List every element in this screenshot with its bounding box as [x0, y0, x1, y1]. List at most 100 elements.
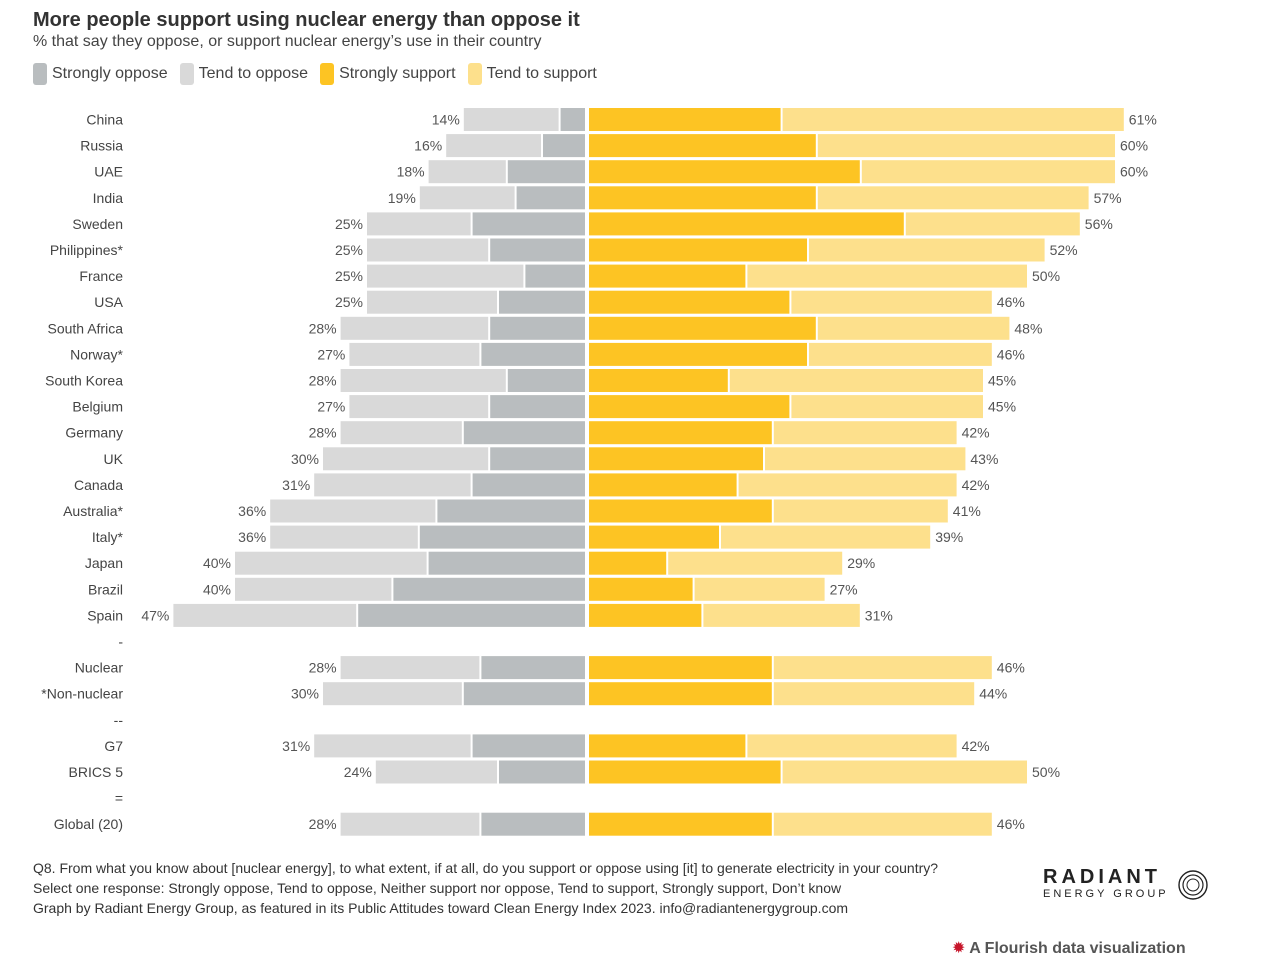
oppose-total-label-japan: 40% — [203, 555, 231, 571]
category-label-philippines: Philippines* — [50, 242, 124, 258]
bar-strongly-support-italy — [589, 525, 719, 549]
category-label-usa: USA — [94, 294, 123, 310]
bar-tend-to-oppose-nuclear — [340, 656, 480, 680]
logo-subtitle: ENERGY GROUP — [1043, 888, 1169, 900]
flourish-credit[interactable]: ✹ A Flourish data visualization — [952, 938, 1186, 958]
bar-strongly-oppose-australia — [437, 499, 585, 523]
bar-strongly-oppose-france — [525, 264, 585, 288]
category-label-nuclear: Nuclear — [75, 660, 124, 676]
bar-strongly-support-germany — [589, 421, 772, 445]
bar-tend-to-oppose-usa — [367, 290, 497, 314]
bar-tend-to-support-australia — [773, 499, 948, 523]
bar-strongly-support-spain — [589, 603, 702, 627]
legend-item-tend-to-support[interactable]: Tend to support — [467, 63, 597, 85]
bar-tend-to-support-south-africa — [817, 316, 1010, 340]
support-total-label-italy: 39% — [935, 529, 963, 545]
legend-label: Tend to oppose — [198, 65, 309, 82]
bar-tend-to-oppose-uae — [428, 160, 506, 184]
bar-strongly-oppose-italy — [419, 525, 585, 549]
bar-strongly-oppose-canada — [472, 473, 585, 497]
support-total-label-brics-5: 50% — [1032, 764, 1060, 780]
support-total-label-nuclear: 46% — [997, 660, 1025, 676]
oppose-total-label-usa: 25% — [335, 294, 363, 310]
support-total-label-japan: 29% — [847, 555, 875, 571]
support-total-label-norway: 46% — [997, 346, 1025, 362]
bar-tend-to-support-global-20 — [773, 812, 992, 836]
category-label-uae: UAE — [94, 164, 123, 180]
category-label-brics-5: BRICS 5 — [69, 764, 124, 780]
oppose-total-label-brazil: 40% — [203, 581, 231, 597]
oppose-total-label-germany: 28% — [309, 425, 337, 441]
bar-strongly-oppose-uae — [507, 160, 585, 184]
category-label-italy: Italy* — [92, 529, 124, 545]
bar-tend-to-oppose-russia — [446, 134, 541, 158]
support-total-label-belgium: 45% — [988, 399, 1016, 415]
bar-tend-to-oppose-norway — [349, 342, 480, 366]
bar-strongly-support-global-20 — [589, 812, 772, 836]
legend-item-strongly-oppose[interactable]: Strongly oppose — [33, 63, 168, 85]
bar-strongly-support-philippines — [589, 238, 807, 262]
bar-strongly-oppose-philippines — [490, 238, 585, 262]
bar-strongly-support-nuclear — [589, 656, 772, 680]
bar-tend-to-support-belgium — [791, 395, 983, 419]
bar-strongly-oppose-belgium — [490, 395, 585, 419]
bar-tend-to-support-france — [747, 264, 1027, 288]
bar-tend-to-oppose-south-africa — [340, 316, 489, 340]
bar-strongly-oppose-germany — [463, 421, 585, 445]
bar-tend-to-oppose-philippines — [367, 238, 489, 262]
bar-strongly-oppose-brazil — [393, 577, 585, 601]
bar-strongly-oppose-non-nuclear — [463, 682, 585, 706]
footnote: Q8. From what you know about [nuclear en… — [33, 858, 938, 918]
support-total-label-canada: 42% — [962, 477, 990, 493]
bar-strongly-support-brics-5 — [589, 760, 781, 784]
bar-strongly-support-belgium — [589, 395, 790, 419]
oppose-total-label-south-korea: 28% — [309, 373, 337, 389]
bar-strongly-oppose-norway — [481, 342, 585, 366]
bar-tend-to-support-japan — [668, 551, 843, 575]
oppose-total-label-italy: 36% — [238, 529, 266, 545]
legend-item-strongly-support[interactable]: Strongly support — [320, 63, 456, 85]
category-label-india: India — [93, 190, 124, 206]
legend-swatch — [467, 63, 482, 85]
bar-strongly-support-uae — [589, 160, 860, 184]
bar-strongly-oppose-spain — [358, 603, 585, 627]
bar-tend-to-oppose-australia — [270, 499, 436, 523]
bar-strongly-oppose-nuclear — [481, 656, 585, 680]
oppose-total-label-china: 14% — [432, 112, 460, 128]
oppose-total-label-belgium: 27% — [317, 399, 345, 415]
bar-strongly-oppose-india — [516, 186, 585, 210]
support-total-label-global-20: 46% — [997, 816, 1025, 832]
flourish-credit-text: A Flourish data visualization — [969, 940, 1186, 957]
support-total-label-g7: 42% — [962, 738, 990, 754]
bar-tend-to-oppose-china — [463, 108, 559, 131]
legend-item-tend-to-oppose[interactable]: Tend to oppose — [179, 63, 309, 85]
bar-strongly-oppose-south-africa — [490, 316, 585, 340]
diverging-bar-chart: China 14% 61% Russia 16% 60% UAE 18% 60% India 19%… — [41, 108, 1157, 836]
category-label-separator: = — [115, 790, 123, 806]
support-total-label-sweden: 56% — [1085, 216, 1113, 232]
category-label-separator: -- — [114, 712, 124, 728]
flourish-star-icon: ✹ — [952, 940, 966, 957]
legend: Strongly oppose Tend to oppose Strongly … — [33, 63, 597, 85]
oppose-total-label-russia: 16% — [414, 138, 442, 154]
category-label-non-nuclear: *Non-nuclear — [41, 686, 123, 702]
category-label-g7: G7 — [104, 738, 123, 754]
category-label-separator: - — [118, 634, 123, 650]
logo-name: RADIANT — [1043, 866, 1161, 888]
bar-strongly-oppose-south-korea — [507, 369, 585, 392]
bar-strongly-support-usa — [589, 290, 790, 314]
support-total-label-russia: 60% — [1120, 138, 1148, 154]
oppose-total-label-canada: 31% — [282, 477, 310, 493]
bar-tend-to-oppose-non-nuclear — [323, 682, 462, 706]
bar-strongly-support-norway — [589, 342, 807, 366]
radiant-logo: RADIANT ENERGY GROUP — [1043, 866, 1218, 906]
bar-tend-to-oppose-germany — [340, 421, 462, 445]
category-label-france: France — [79, 268, 123, 284]
footnote-responses: Select one response: Strongly oppose, Te… — [33, 880, 842, 896]
oppose-total-label-g7: 31% — [282, 738, 310, 754]
bar-tend-to-oppose-south-korea — [340, 369, 506, 392]
bar-tend-to-support-g7 — [747, 734, 957, 758]
chart-subtitle: % that say they oppose, or support nucle… — [33, 33, 542, 50]
bar-tend-to-oppose-brics-5 — [375, 760, 497, 784]
bar-tend-to-support-spain — [703, 603, 860, 627]
